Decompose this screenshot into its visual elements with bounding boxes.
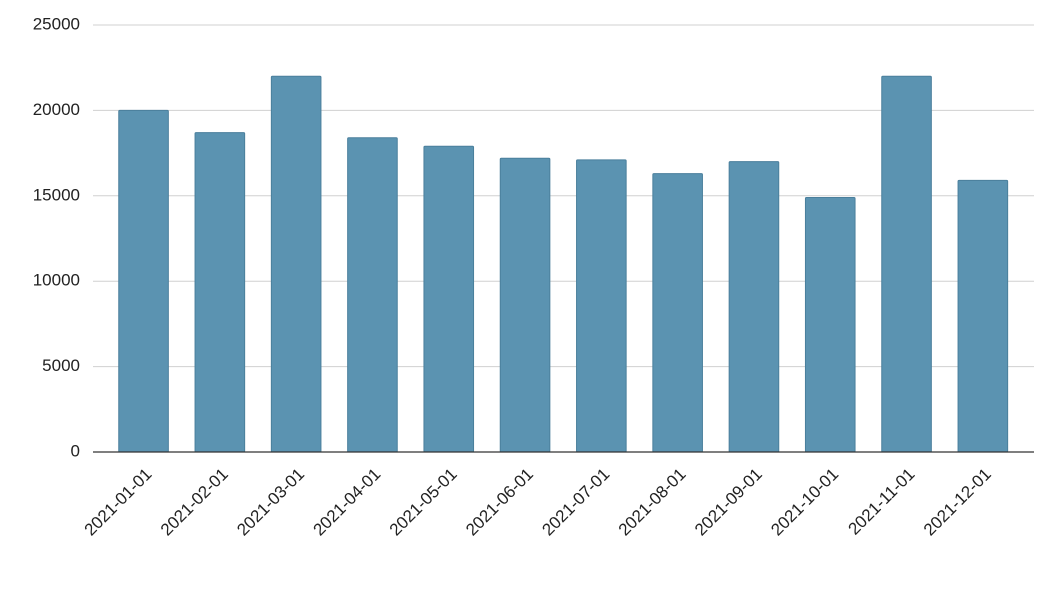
y-tick-label: 10000 xyxy=(33,271,80,290)
bar xyxy=(957,179,1009,453)
bar xyxy=(652,173,703,453)
x-tick-label: 2021-03-01 xyxy=(233,465,308,540)
x-tick-label: 2021-02-01 xyxy=(157,465,232,540)
y-tick-label: 20000 xyxy=(33,100,80,119)
y-tick-label: 15000 xyxy=(33,185,80,204)
bar xyxy=(423,145,475,453)
bar xyxy=(194,132,246,453)
x-tick-label: 2021-06-01 xyxy=(462,465,537,540)
x-tick-label: 2021-08-01 xyxy=(615,465,690,540)
bar xyxy=(804,197,856,453)
x-tick-label: 2021-12-01 xyxy=(920,465,995,540)
bar xyxy=(728,161,780,453)
y-tick-label: 25000 xyxy=(33,14,80,33)
x-tick-label: 2021-01-01 xyxy=(81,465,156,540)
x-tick-label: 2021-07-01 xyxy=(538,465,613,540)
y-tick-label: 0 xyxy=(71,441,80,460)
bar xyxy=(270,75,322,453)
x-tick-label: 2021-11-01 xyxy=(845,465,919,539)
x-tick-label: 2021-09-01 xyxy=(691,465,766,540)
bar xyxy=(499,157,551,453)
bar xyxy=(576,159,627,453)
x-tick-label: 2021-05-01 xyxy=(386,465,461,540)
y-tick-label: 5000 xyxy=(42,356,80,375)
x-tick-label: 2021-10-01 xyxy=(767,465,842,540)
x-tick-label: 2021-04-01 xyxy=(310,465,385,540)
bar xyxy=(881,75,932,453)
bar xyxy=(347,137,398,453)
bar xyxy=(118,109,169,453)
